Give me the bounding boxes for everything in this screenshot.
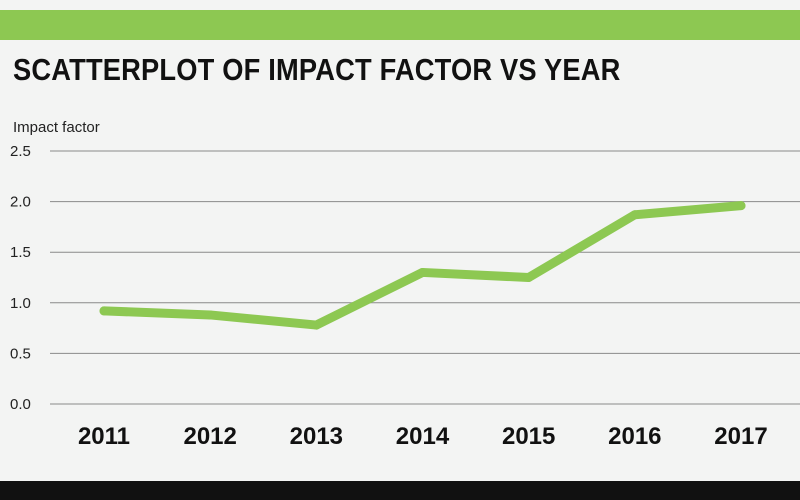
x-tick-labels: 2011 2012 2013 2014 2015 2016 2017	[78, 423, 768, 450]
y-tick-label: 0.0	[10, 396, 31, 413]
data-point-2012	[205, 310, 215, 320]
top-accent-bar	[0, 10, 800, 40]
data-point-2016	[630, 210, 640, 220]
x-tick-label: 2017	[714, 423, 767, 450]
x-tick-label: 2014	[396, 423, 450, 450]
series-line	[99, 201, 746, 330]
y-tick-label: 0.5	[10, 345, 31, 362]
y-tick-label: 2.0	[10, 194, 31, 211]
data-point-2011	[99, 306, 109, 316]
gridlines	[50, 150, 800, 405]
y-tick-label: 1.0	[10, 295, 31, 312]
data-point-2014	[418, 267, 427, 277]
x-tick-label: 2013	[290, 423, 343, 450]
series-group	[99, 201, 746, 330]
x-tick-label: 2012	[183, 423, 236, 450]
x-tick-label: 2015	[502, 423, 555, 450]
bottom-bar	[0, 481, 800, 500]
data-point-2017	[736, 201, 746, 211]
y-axis-label: Impact factor	[13, 119, 100, 136]
y-tick-labels: 0.0 0.5 1.0 1.5 2.0 2.5	[10, 143, 31, 413]
y-tick-label: 1.5	[10, 244, 31, 261]
data-point-2015	[524, 273, 534, 282]
chart-title: SCATTERPLOT OF IMPACT FACTOR VS YEAR	[13, 52, 621, 87]
x-tick-label: 2016	[608, 423, 661, 450]
data-point-2013	[311, 320, 321, 330]
y-tick-label: 2.5	[10, 143, 31, 160]
x-tick-label: 2011	[78, 423, 130, 450]
